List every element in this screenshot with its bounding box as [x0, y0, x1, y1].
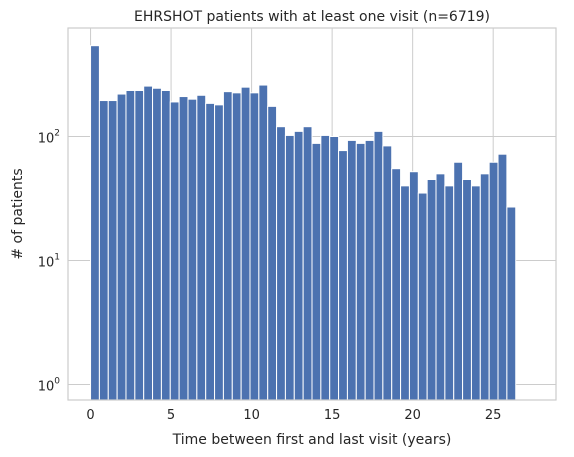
- histogram-bar: [453, 161, 464, 401]
- y-tick-labels: 100 101 102: [38, 129, 61, 395]
- histogram-bar: [311, 142, 322, 401]
- histogram-bar: [222, 91, 233, 401]
- histogram-bar: [497, 153, 508, 401]
- histogram-bar: [346, 139, 357, 401]
- histogram-bar: [488, 161, 499, 401]
- y-axis-label: # of patients: [10, 168, 26, 259]
- histogram-bar: [240, 86, 251, 401]
- y-tick-label: 102: [38, 129, 60, 147]
- x-tick-label: 5: [167, 408, 175, 423]
- histogram-bar: [134, 89, 145, 401]
- x-tick-labels: 0 5 10 15 20 25: [86, 408, 501, 423]
- histogram-bar: [329, 136, 340, 401]
- histogram-bar: [417, 192, 428, 401]
- histogram-bar: [276, 126, 286, 401]
- histogram-bar: [125, 89, 136, 401]
- histogram-bar: [107, 100, 118, 401]
- histogram-bar: [382, 145, 393, 401]
- y-tick-label: 100: [38, 377, 61, 395]
- histogram-bar: [391, 168, 402, 401]
- histogram-bar: [196, 94, 207, 401]
- histogram-bar: [302, 126, 313, 401]
- histogram-bar: [267, 105, 278, 401]
- histogram-bar: [231, 92, 242, 401]
- histogram-bar: [214, 104, 224, 401]
- histogram-bar: [116, 93, 127, 401]
- chart-title: EHRSHOT patients with at least one visit…: [134, 9, 490, 25]
- histogram-bar: [249, 92, 260, 401]
- axes-frame: [67, 27, 557, 401]
- histogram-bar: [98, 100, 109, 401]
- x-tick-label: 0: [86, 408, 94, 423]
- histogram-bar: [506, 206, 517, 401]
- histogram-bar: [178, 96, 189, 401]
- histogram-bar: [355, 142, 366, 401]
- histogram-bar: [187, 98, 198, 401]
- y-tick-label: 101: [38, 253, 60, 271]
- x-tick-label: 10: [243, 408, 260, 423]
- histogram-bar: [169, 101, 180, 401]
- x-axis-label: Time between first and last visit (years…: [172, 432, 452, 448]
- histogram-bar: [338, 150, 348, 401]
- histogram-bar: [143, 85, 154, 401]
- histogram-bar: [470, 185, 481, 401]
- histogram-bar: [293, 130, 304, 401]
- histogram-bar: [462, 179, 472, 401]
- histogram-bar: [435, 173, 446, 401]
- histogram-bar: [160, 89, 171, 401]
- x-tick-label: 25: [485, 408, 502, 423]
- histogram-bar: [426, 179, 437, 401]
- histogram-bar: [258, 84, 269, 401]
- x-tick-label: 15: [324, 408, 341, 423]
- histogram-bar: [373, 130, 384, 401]
- histogram-bar: [320, 134, 331, 401]
- histogram-bar: [205, 102, 216, 401]
- histogram-bar: [364, 139, 375, 401]
- bar-series: [90, 45, 517, 401]
- histogram-bar: [408, 171, 419, 401]
- histogram-bar: [152, 87, 162, 401]
- histogram-bar: [400, 185, 410, 401]
- x-tick-label: 20: [404, 408, 421, 423]
- histogram-bar: [444, 185, 455, 401]
- histogram-bar: [479, 173, 490, 401]
- histogram-bar: [284, 134, 295, 401]
- histogram-bar: [90, 45, 100, 401]
